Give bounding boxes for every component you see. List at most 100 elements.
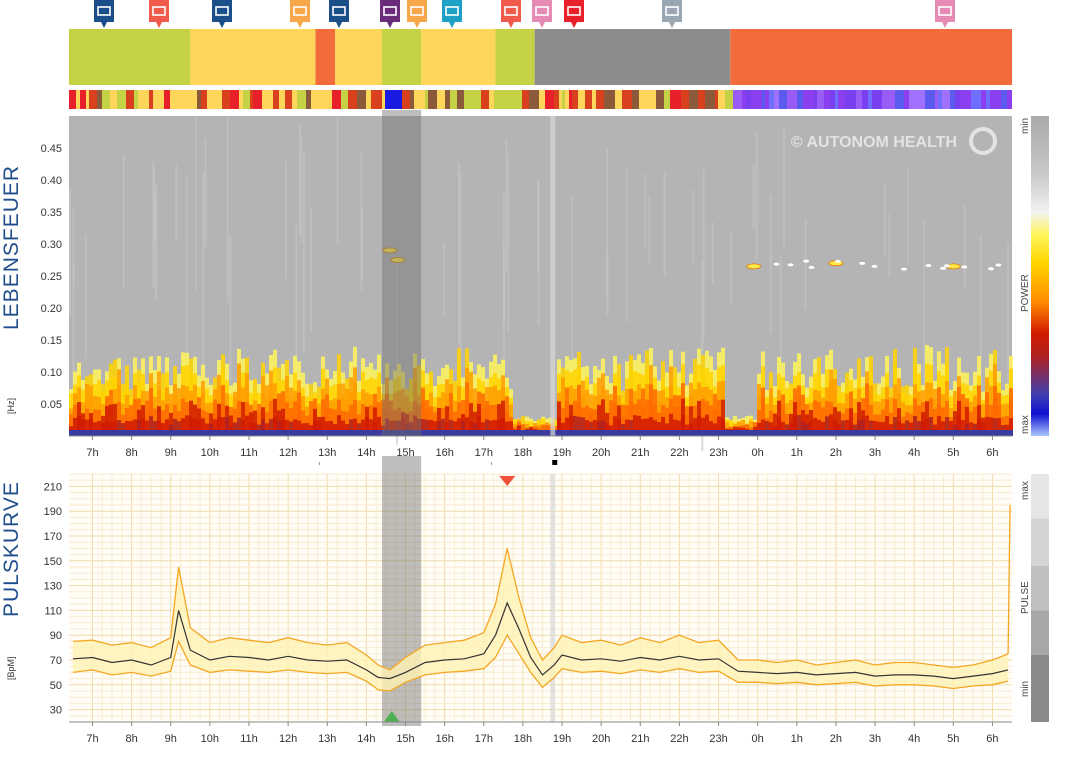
spectrogram-cell — [265, 430, 269, 436]
strip-segment — [86, 90, 89, 109]
spectrogram-streak — [782, 126, 785, 246]
spectrogram-cell — [73, 417, 77, 436]
spectrogram-cell — [589, 421, 593, 436]
bath-icon[interactable] — [530, 0, 554, 30]
y-tick-label: 0.45 — [41, 143, 62, 155]
strip-segment — [102, 90, 110, 109]
spectrogram-cell — [357, 423, 361, 436]
spectrogram-cell — [561, 408, 565, 436]
walking-icon[interactable] — [499, 0, 523, 30]
spectrogram-cell — [389, 420, 393, 436]
x-tick-label: 12h — [279, 447, 297, 459]
spectrogram-cell — [769, 422, 773, 436]
meeting-icon[interactable] — [440, 0, 464, 30]
spectrogram-cell — [897, 430, 901, 436]
spectrogram-cell — [153, 430, 157, 436]
rest-icon[interactable] — [378, 0, 402, 30]
bed-icon[interactable] — [933, 0, 957, 30]
strip-segment — [201, 90, 207, 109]
hatched-gap — [550, 116, 556, 436]
meal-icon[interactable] — [288, 0, 312, 30]
strip-segment — [89, 90, 97, 109]
keyboard-icon[interactable] — [92, 0, 116, 30]
spectrogram-cell — [233, 422, 237, 436]
spectrogram-cell — [381, 430, 385, 436]
spectrogram-cell — [257, 412, 261, 436]
strip-segment — [450, 90, 454, 109]
spectrogram-cell — [993, 418, 997, 436]
strip-segment — [486, 90, 489, 109]
strip-segment — [357, 90, 366, 109]
spectrogram-dot — [925, 264, 932, 268]
spectrogram-cell — [505, 421, 509, 436]
spectrogram-cell — [561, 422, 565, 436]
spectrogram-streak — [122, 154, 125, 290]
keyboard-icon[interactable] — [210, 0, 234, 30]
spectrogram-cell — [917, 430, 921, 436]
spectrogram-cell — [557, 417, 561, 436]
spectrogram-cell — [441, 418, 445, 436]
spectrogram-cell — [497, 420, 501, 436]
spectrogram-cell — [961, 430, 965, 436]
spectrogram-streak — [804, 219, 807, 311]
spectrogram-cell — [985, 430, 989, 436]
phase-segment — [69, 29, 191, 85]
spectrogram-streak — [361, 208, 364, 278]
strip-segment — [69, 90, 76, 109]
spectrogram-cell — [877, 430, 881, 436]
question-icon[interactable] — [562, 0, 586, 30]
y-tick-label: 90 — [50, 630, 62, 642]
spectrogram-cell — [973, 430, 977, 436]
strip-segment — [895, 90, 904, 109]
spectrogram-cell — [949, 421, 953, 436]
spectrogram-cell — [253, 430, 257, 436]
spectrogram-cell — [901, 423, 905, 436]
spectrogram-cell — [201, 430, 205, 436]
spectrogram-cell — [169, 430, 173, 436]
spectrogram-streak — [458, 162, 461, 346]
strip-segment — [353, 90, 357, 109]
spectrogram-cell — [157, 420, 161, 436]
spectrogram-chart: © AUTONOM HEALTH 0.05 0.10 0.15 0.20 0.25 0.30… — [41, 110, 1013, 465]
strip-segment — [179, 90, 183, 109]
strip-segment — [504, 90, 508, 109]
spectrogram-peak — [746, 263, 762, 270]
spectrogram-cell — [705, 430, 709, 436]
walking-icon[interactable] — [147, 0, 171, 30]
spectrogram-cell — [597, 430, 601, 436]
spectrogram-cell — [945, 430, 949, 436]
pulse-scale-label: PULSE — [1020, 581, 1031, 614]
spectrogram-cell — [705, 414, 709, 436]
spectrogram-cell — [681, 430, 685, 436]
spectrogram-cell — [161, 430, 165, 436]
spectrogram-streak — [442, 242, 445, 317]
spectrogram-cell — [457, 430, 461, 436]
spectrogram-cell — [597, 404, 601, 436]
spectrogram-cell — [953, 430, 957, 436]
strip-segment — [585, 90, 592, 109]
spectrogram-cell — [929, 416, 933, 436]
spectrogram-cell — [289, 430, 293, 436]
x-tick-label: 10h — [201, 447, 219, 459]
spectrogram-cell — [869, 420, 873, 436]
x-tick-label: 4h — [908, 733, 920, 745]
spectrogram-cell — [673, 419, 677, 436]
strip-segment — [604, 90, 615, 109]
spectrogram-cell — [241, 401, 245, 436]
spectrogram-cell — [677, 430, 681, 436]
spectrogram-cell — [493, 430, 497, 436]
spectrogram-cell — [425, 430, 429, 436]
selection-window — [382, 110, 422, 436]
power-colorbar — [1031, 116, 1049, 436]
spectrogram-cell — [605, 430, 609, 436]
spectrogram-peak — [390, 257, 406, 263]
strip-segment — [971, 90, 981, 109]
keyboard-icon[interactable] — [327, 0, 351, 30]
spectrogram-cell — [393, 420, 397, 436]
strip-segment — [464, 90, 474, 109]
spectrogram-cell — [69, 414, 73, 436]
meal-icon[interactable] — [405, 0, 429, 30]
spectrogram-cell — [653, 420, 657, 436]
spectrogram-cell — [689, 430, 693, 436]
monitor-icon[interactable] — [660, 0, 684, 30]
